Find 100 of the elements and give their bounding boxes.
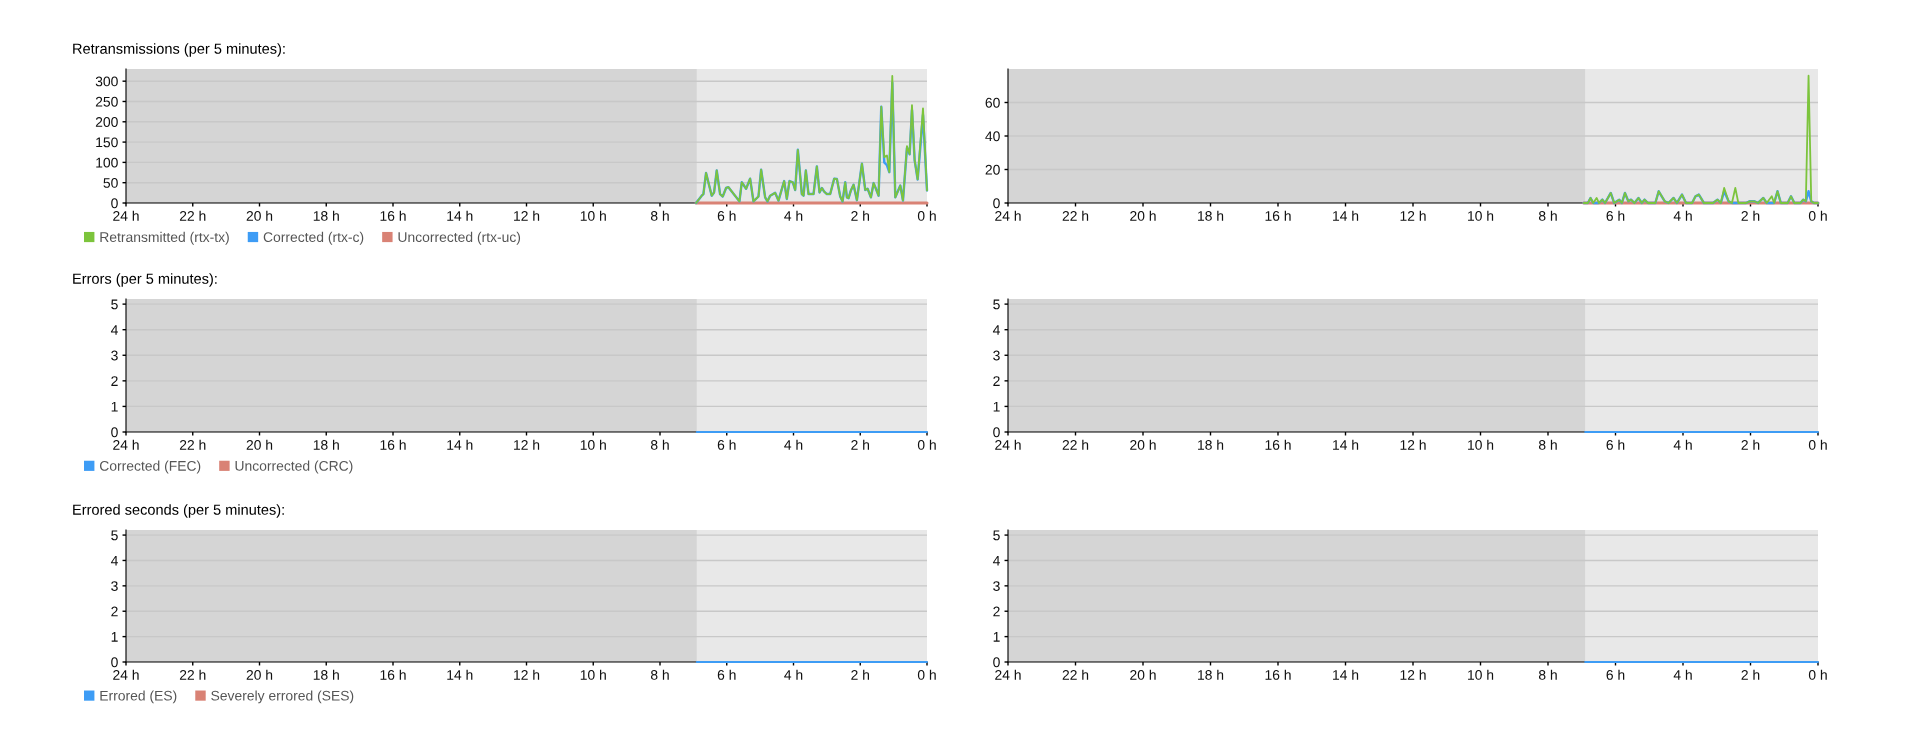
y-tick-label: 5: [111, 530, 118, 541]
y-tick-label: 2: [993, 376, 1000, 386]
x-tick-label: 14 h: [447, 669, 473, 680]
x-tick-label: 10 h: [580, 210, 606, 221]
x-tick-label: 12 h: [1400, 669, 1426, 680]
x-tick-label: 2 h: [1741, 669, 1760, 680]
x-tick-label: 20 h: [246, 669, 273, 680]
x-tick-label: 8 h: [650, 439, 669, 450]
x-tick-label: 6 h: [717, 669, 736, 680]
y-tick-label: 4: [110, 555, 118, 566]
legend-label: Errored (ES): [100, 690, 177, 704]
y-tick-label: 0: [993, 427, 1000, 438]
x-tick-label: 4 h: [1673, 669, 1692, 680]
x-tick-label: 18 h: [313, 669, 339, 680]
x-tick-label: 12 h: [514, 210, 540, 221]
x-tick-label: 14 h: [447, 210, 473, 221]
x-tick-label: 0 h: [917, 439, 936, 450]
x-tick-label: 22 h: [179, 669, 206, 680]
x-tick-label: 10 h: [1468, 210, 1494, 221]
x-tick-label: 0 h: [1808, 210, 1827, 221]
x-tick-label: 6 h: [717, 210, 736, 221]
x-tick-label: 2 h: [851, 669, 869, 680]
x-tick-label: 0 h: [1808, 669, 1827, 680]
x-tick-label: 0 h: [917, 210, 936, 221]
x-tick-label: 0 h: [917, 669, 936, 680]
x-tick-label: 10 h: [580, 669, 606, 680]
y-tick-label: 3: [111, 581, 118, 592]
legend-label: Retransmitted (rtx-tx): [100, 231, 229, 245]
x-tick-label: 20 h: [1130, 669, 1156, 680]
x-tick-label: 12 h: [1400, 439, 1426, 450]
y-tick-label: 100: [96, 157, 118, 168]
x-tick-label: 24 h: [113, 669, 139, 680]
x-tick-label: 22 h: [1062, 210, 1089, 221]
x-tick-label: 22 h: [1062, 439, 1089, 450]
legend-label: Corrected (FEC): [99, 460, 201, 474]
x-tick-label: 16 h: [380, 210, 406, 221]
x-tick-label: 6 h: [1606, 439, 1625, 450]
x-tick-label: 24 h: [995, 439, 1021, 450]
x-tick-label: 24 h: [995, 669, 1021, 680]
x-tick-label: 14 h: [447, 439, 473, 450]
y-tick-label: 200: [95, 117, 118, 127]
x-tick-label: 8 h: [650, 210, 669, 221]
x-tick-label: 18 h: [1198, 439, 1224, 450]
x-tick-label: 12 h: [514, 439, 540, 450]
x-tick-label: 14 h: [1333, 669, 1359, 680]
chart-title: Retransmissions (per 5 minutes):: [73, 43, 285, 57]
line-series: [1582, 74, 1819, 204]
y-tick-label: 40: [985, 131, 1000, 142]
x-tick-label: 10 h: [1468, 439, 1494, 450]
x-tick-label: 6 h: [717, 439, 736, 450]
x-tick-label: 16 h: [380, 439, 406, 450]
y-tick-label: 5: [993, 299, 1000, 310]
y-tick-label: 3: [993, 581, 1000, 592]
y-tick-label: 60: [985, 97, 1000, 108]
x-tick-label: 8 h: [1538, 439, 1557, 450]
x-tick-label: 2 h: [1741, 439, 1760, 450]
x-tick-label: 2 h: [1741, 210, 1760, 221]
x-tick-label: 20 h: [246, 439, 273, 450]
x-tick-label: 24 h: [113, 210, 139, 221]
x-tick-label: 22 h: [1062, 669, 1089, 680]
y-tick-label: 1: [993, 401, 1000, 412]
x-tick-label: 4 h: [784, 439, 803, 450]
x-tick-label: 8 h: [1538, 210, 1557, 221]
x-tick-label: 12 h: [514, 669, 540, 680]
x-tick-label: 22 h: [179, 439, 206, 450]
x-tick-label: 8 h: [650, 669, 669, 680]
x-tick-label: 24 h: [113, 439, 139, 450]
chart-title: Errored seconds (per 5 minutes):: [73, 504, 284, 518]
y-tick-label: 3: [993, 350, 1000, 361]
y-tick-label: 5: [111, 299, 118, 310]
x-tick-label: 6 h: [1606, 669, 1625, 680]
x-tick-label: 18 h: [1198, 669, 1224, 680]
y-tick-label: 0: [111, 427, 118, 438]
y-tick-label: 2: [111, 606, 118, 617]
y-tick-label: 4: [110, 325, 118, 335]
y-tick-label: 1: [111, 401, 118, 412]
x-tick-label: 16 h: [1265, 439, 1291, 450]
y-tick-label: 0: [993, 198, 1000, 209]
x-tick-label: 20 h: [1130, 210, 1156, 221]
y-tick-label: 5: [993, 530, 1000, 541]
x-tick-label: 16 h: [380, 669, 406, 680]
y-tick-label: 1: [993, 632, 1000, 642]
x-tick-label: 16 h: [1265, 210, 1291, 221]
x-tick-label: 12 h: [1400, 210, 1426, 221]
x-tick-label: 10 h: [1468, 669, 1494, 680]
y-tick-label: 0: [111, 657, 118, 668]
x-tick-label: 4 h: [1673, 210, 1692, 221]
x-tick-label: 16 h: [1265, 669, 1291, 680]
x-tick-label: 14 h: [1333, 210, 1359, 221]
y-tick-label: 0: [111, 198, 118, 209]
legend-label: Uncorrected (rtx-uc): [398, 231, 521, 245]
x-tick-label: 22 h: [179, 210, 206, 221]
y-tick-label: 2: [993, 606, 1000, 617]
x-tick-label: 18 h: [313, 439, 339, 450]
y-tick-label: 2: [111, 376, 118, 386]
x-tick-label: 2 h: [851, 210, 869, 221]
x-tick-label: 18 h: [313, 210, 339, 221]
y-tick-label: 3: [111, 350, 118, 361]
x-tick-label: 20 h: [1130, 439, 1156, 450]
y-tick-label: 50: [103, 178, 118, 188]
